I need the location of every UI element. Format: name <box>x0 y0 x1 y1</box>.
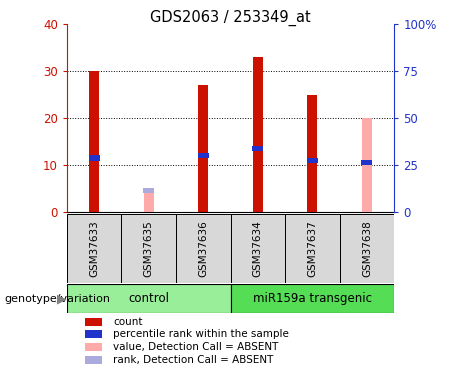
Bar <box>230 284 394 313</box>
Bar <box>176 214 230 283</box>
Bar <box>143 188 154 193</box>
Bar <box>85 343 102 351</box>
Text: GSM37637: GSM37637 <box>307 220 317 277</box>
Bar <box>89 155 100 161</box>
Bar <box>89 71 99 212</box>
Bar <box>362 118 372 212</box>
Bar <box>252 146 263 152</box>
Text: GSM37636: GSM37636 <box>198 220 208 277</box>
Text: miR159a transgenic: miR159a transgenic <box>253 292 372 305</box>
Text: control: control <box>128 292 169 305</box>
Bar <box>67 284 230 313</box>
Text: rank, Detection Call = ABSENT: rank, Detection Call = ABSENT <box>113 355 273 365</box>
Bar <box>307 95 317 212</box>
Bar <box>253 57 263 212</box>
Text: count: count <box>113 316 142 327</box>
Bar <box>85 356 102 364</box>
Text: GSM37634: GSM37634 <box>253 220 263 277</box>
Text: percentile rank within the sample: percentile rank within the sample <box>113 329 289 339</box>
Text: value, Detection Call = ABSENT: value, Detection Call = ABSENT <box>113 342 278 352</box>
Bar <box>230 214 285 283</box>
Text: GSM37633: GSM37633 <box>89 220 99 277</box>
Text: ▶: ▶ <box>58 292 67 305</box>
Bar <box>307 158 318 163</box>
Bar <box>67 214 121 283</box>
Text: GSM37638: GSM37638 <box>362 220 372 277</box>
Bar <box>85 330 102 338</box>
Bar <box>198 86 208 212</box>
Bar <box>85 318 102 326</box>
Bar <box>121 214 176 283</box>
Bar <box>198 153 209 158</box>
Bar <box>144 192 154 212</box>
Bar <box>361 160 372 165</box>
Text: GDS2063 / 253349_at: GDS2063 / 253349_at <box>150 9 311 26</box>
Text: genotype/variation: genotype/variation <box>5 294 111 303</box>
Bar <box>340 214 394 283</box>
Bar <box>285 214 340 283</box>
Text: GSM37635: GSM37635 <box>144 220 154 277</box>
